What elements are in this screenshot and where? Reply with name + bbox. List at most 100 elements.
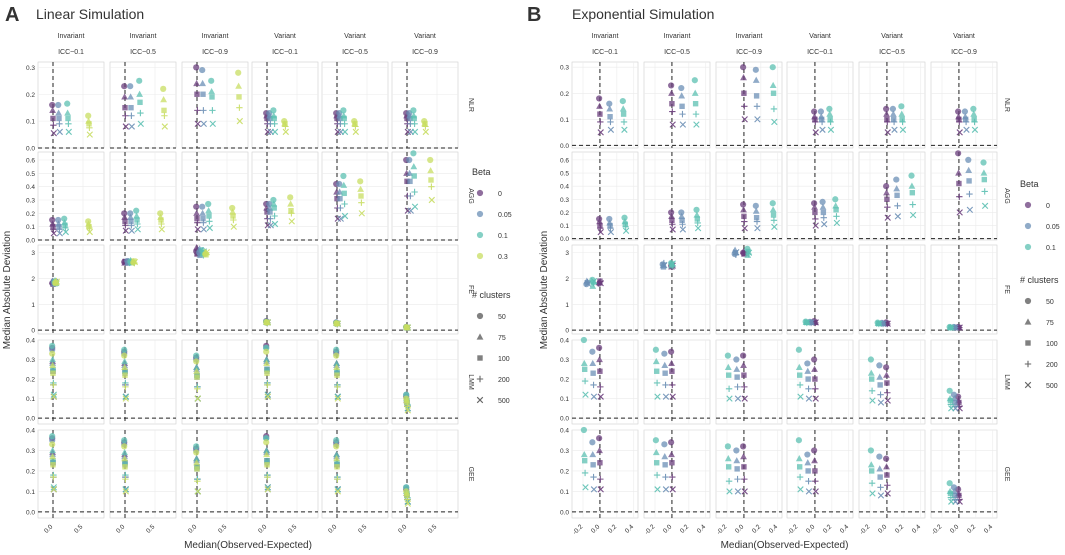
data-point	[404, 500, 411, 507]
data-point	[160, 96, 168, 103]
data-point	[726, 395, 733, 402]
facet-panel	[786, 244, 854, 335]
data-point	[55, 216, 62, 224]
panel-background	[181, 151, 249, 241]
legend-beta-label: 0	[1046, 203, 1050, 210]
data-point	[194, 395, 201, 402]
data-point	[404, 403, 411, 410]
data-point	[340, 181, 348, 188]
legend-beta-label: 0.3	[498, 254, 508, 261]
data-point	[411, 203, 419, 210]
data-point	[741, 218, 748, 225]
facet-panel	[858, 151, 926, 241]
data-point	[264, 391, 271, 398]
data-point	[127, 83, 134, 90]
facet-panel	[858, 244, 926, 335]
data-point	[341, 120, 348, 128]
panel-background	[571, 244, 639, 335]
data-point	[333, 450, 341, 458]
data-point	[769, 206, 777, 213]
data-point	[55, 101, 62, 109]
data-point	[868, 387, 876, 394]
x-tick-label: 0.0	[115, 523, 127, 535]
data-point	[49, 350, 56, 357]
data-point	[883, 189, 890, 196]
data-point	[122, 383, 129, 391]
data-point	[733, 356, 740, 363]
data-point	[287, 194, 294, 201]
data-point	[661, 361, 669, 368]
legend-cluster-swatch	[476, 312, 484, 320]
data-point	[724, 455, 732, 462]
data-point	[580, 336, 588, 344]
data-point	[868, 468, 875, 474]
data-point	[804, 451, 811, 458]
data-point	[741, 116, 748, 123]
data-point	[341, 212, 349, 220]
y-tick-label: 0.0	[560, 236, 569, 243]
data-point	[263, 348, 270, 355]
y-tick-label: 0.5	[26, 171, 35, 178]
data-point	[404, 407, 411, 414]
facet-panel	[643, 339, 711, 425]
y-tick-label: 0.1	[26, 119, 35, 126]
data-point	[734, 374, 740, 380]
data-point	[946, 387, 953, 394]
panel-background	[391, 244, 459, 335]
data-point	[341, 128, 349, 136]
legend-cluster-label: 200	[1046, 362, 1058, 369]
data-point	[679, 103, 685, 110]
data-point	[741, 475, 748, 483]
panel-background	[715, 244, 783, 335]
data-point	[589, 348, 596, 355]
data-point	[50, 226, 57, 233]
data-point	[422, 123, 429, 130]
facet-panel	[109, 151, 177, 241]
data-point	[334, 393, 341, 400]
data-point	[741, 103, 748, 110]
data-point	[619, 97, 626, 105]
data-point	[812, 376, 818, 382]
y-tick-label: 1	[31, 302, 35, 309]
y-tick-label: 2	[31, 276, 35, 283]
data-point	[597, 486, 604, 493]
strip-top-label: Invariant	[592, 33, 619, 40]
data-point	[725, 372, 732, 378]
legend-cluster-swatch	[1024, 318, 1032, 325]
data-point	[963, 126, 970, 133]
data-point	[653, 368, 660, 374]
x-tick-label: -0.2	[716, 523, 729, 536]
data-point	[795, 455, 803, 462]
data-point	[203, 249, 210, 256]
row-label: LMM	[467, 374, 474, 390]
data-point	[606, 215, 613, 223]
data-point	[805, 488, 813, 495]
data-point	[194, 374, 200, 380]
facet-panel	[643, 151, 711, 241]
data-point	[909, 211, 917, 219]
data-point	[832, 202, 840, 209]
data-point	[230, 223, 237, 230]
panel-background	[37, 151, 105, 241]
chart-title: Exponential Simulation	[572, 6, 714, 22]
data-point	[679, 217, 685, 223]
data-point	[693, 121, 700, 128]
facet-panel	[321, 151, 389, 241]
strip-bottom-label: ICC~0.1	[807, 49, 833, 56]
y-tick-label: 0.3	[560, 197, 569, 204]
data-point	[956, 399, 962, 406]
data-point	[193, 367, 201, 374]
data-point	[50, 486, 57, 493]
data-point	[622, 223, 629, 231]
data-point	[194, 385, 201, 393]
data-point	[770, 90, 777, 96]
panel-background	[786, 339, 854, 425]
data-point	[661, 261, 668, 269]
data-point	[867, 356, 875, 363]
data-point	[49, 355, 57, 363]
data-point	[724, 443, 732, 450]
data-point	[193, 209, 201, 216]
data-point	[660, 264, 667, 270]
data-point	[358, 199, 365, 206]
data-point	[771, 118, 778, 126]
